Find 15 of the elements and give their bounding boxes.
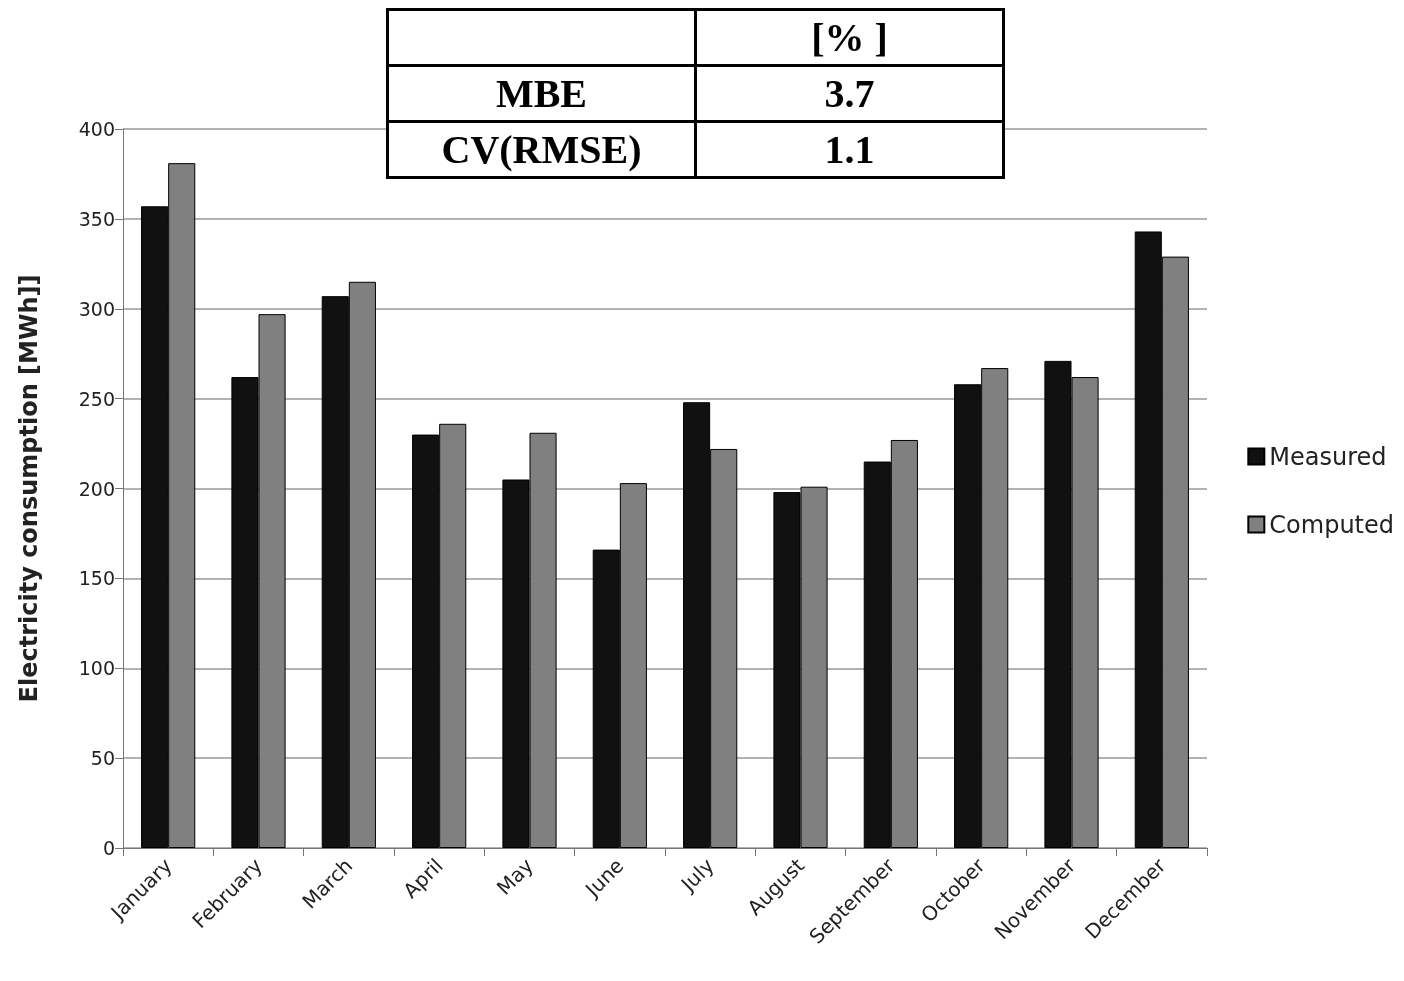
y-tick-label: 400	[78, 118, 115, 140]
y-tick-label: 200	[78, 477, 115, 500]
legend-label: Measured	[1269, 442, 1387, 471]
y-tick-label: 150	[78, 567, 115, 590]
y-tick-label: 0	[102, 837, 115, 859]
legend-label: Computed	[1269, 510, 1395, 539]
y-tick-label: 350	[78, 207, 115, 230]
y-tick-label: 50	[90, 747, 115, 770]
annotation: CV(RMSE)	[387, 121, 696, 178]
y-tick-label: 100	[78, 657, 115, 680]
y-axis-title: Electricity consumption [MWh]]	[15, 274, 43, 703]
y-tick-label: 300	[78, 297, 115, 320]
annotation: 1.1	[695, 121, 1004, 178]
stats-table: [% ] MBE 3.7 CV(RMSE) 1.1	[386, 8, 1005, 179]
y-tick-label: 250	[78, 387, 115, 410]
